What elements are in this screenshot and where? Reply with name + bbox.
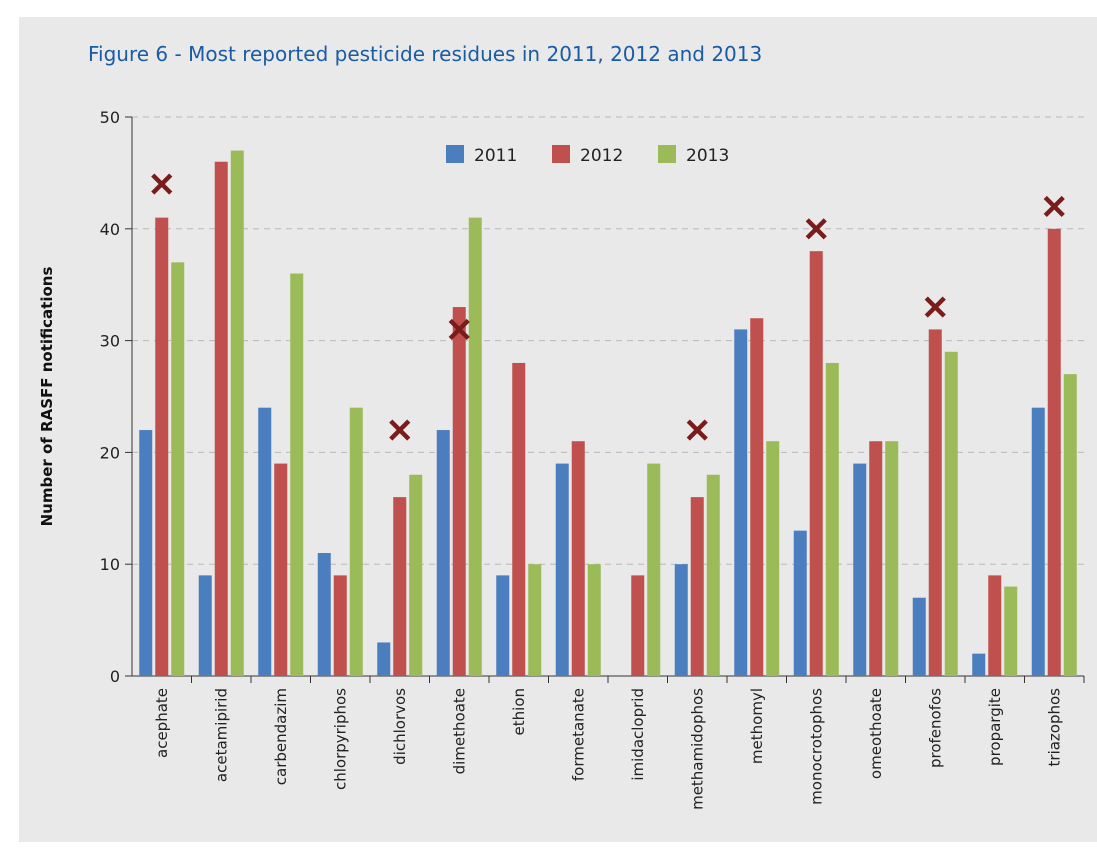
bar-2013-carbendazim (290, 273, 304, 676)
marker-x-methamidophos (686, 419, 708, 441)
bar-2012-omeothoate (869, 441, 883, 676)
bar-2012-carbendazim (274, 463, 288, 676)
bar-2013-imidacloprid (647, 463, 661, 676)
bar-2013-propargite (1004, 586, 1018, 676)
bar-2011-dichlorvos (377, 642, 391, 676)
x-tick-label: triazophos (1045, 688, 1063, 767)
bar-2011-propargite (972, 653, 986, 676)
bar-2013-dichlorvos (409, 474, 423, 676)
legend-swatch-2012 (552, 145, 570, 163)
x-tick-label: omeothoate (867, 688, 885, 779)
x-tick-label: methomyl (748, 688, 766, 764)
legend-label-2013: 2013 (686, 146, 729, 166)
x-tick-label: chlorpyriphos (331, 688, 349, 790)
x-tick-label: acetamipirid (212, 688, 230, 782)
bar-2013-monocrotophos (825, 362, 839, 676)
y-tick-label: 20 (100, 443, 120, 462)
x-tick-label: profenofos (926, 688, 944, 768)
bar-2013-methamidophos (706, 474, 720, 676)
x-tick-label: acephate (153, 688, 171, 758)
marker-x-monocrotophos (805, 218, 827, 240)
x-tick-label: methamidophos (688, 688, 706, 810)
bar-2012-chlorpyriphos (333, 575, 347, 676)
marker-x-triazophos (1043, 195, 1065, 218)
bar-2012-triazophos (1047, 228, 1061, 677)
legend-swatch-2011 (446, 145, 464, 163)
bar-2011-methamidophos (674, 564, 688, 676)
bar-2013-triazophos (1063, 374, 1077, 676)
bar-2013-acephate (171, 262, 185, 676)
legend-label-2012: 2012 (580, 146, 623, 166)
bar-2012-profenofos (928, 329, 942, 676)
legend-swatch-2013 (658, 145, 676, 163)
bar-2012-formetanate (571, 441, 585, 676)
figure-title: Figure 6 - Most reported pesticide resid… (88, 42, 763, 66)
marker-x-acephate (151, 173, 173, 195)
marker-x-dimethoate (448, 318, 470, 341)
bar-2011-carbendazim (258, 407, 272, 676)
y-tick-label: 10 (100, 555, 120, 574)
bar-2012-acephate (155, 217, 169, 676)
bar-2013-acetamipirid (230, 150, 244, 677)
x-tick-label: dichlorvos (391, 688, 409, 765)
bar-2011-formetanate (555, 463, 569, 676)
bar-2013-formetanate (587, 564, 601, 676)
x-tick-label: propargite (986, 688, 1004, 766)
bar-2011-profenofos (912, 597, 926, 676)
bar-2012-ethion (512, 362, 526, 676)
bar-2011-methomyl (734, 329, 748, 676)
bar-2013-chlorpyriphos (349, 407, 363, 676)
bar-2012-imidacloprid (631, 575, 645, 676)
legend-label-2011: 2011 (474, 146, 517, 166)
bar-2012-propargite (988, 575, 1002, 676)
y-axis-label: Number of RASFF notifications (38, 267, 56, 527)
bar-2012-methamidophos (690, 497, 704, 676)
bar-2013-profenofos (944, 351, 958, 676)
bar-2011-omeothoate (853, 463, 867, 676)
marker-x-dichlorvos (389, 419, 411, 441)
x-tick-label: carbendazim (272, 688, 290, 785)
x-tick-label: formetanate (569, 688, 587, 781)
x-tick-label: ethion (510, 688, 528, 735)
bar-2012-dimethoate (452, 307, 466, 676)
y-tick-label: 50 (100, 108, 120, 127)
y-tick-label: 40 (100, 220, 120, 239)
bar-2012-dichlorvos (393, 497, 407, 676)
bar-2011-ethion (496, 575, 510, 676)
y-tick-label: 0 (110, 667, 120, 686)
bar-2012-methomyl (750, 318, 764, 676)
bar-2013-ethion (528, 564, 542, 676)
bar-2011-dimethoate (436, 430, 450, 676)
x-tick-label: imidacloprid (629, 688, 647, 781)
bar-2013-dimethoate (468, 217, 482, 676)
bar-2012-acetamipirid (214, 161, 228, 677)
y-tick-label: 30 (100, 332, 120, 351)
marker-x-profenofos (924, 296, 946, 318)
bar-2012-monocrotophos (809, 251, 823, 676)
x-tick-label: monocrotophos (807, 688, 825, 805)
bar-2013-omeothoate (885, 441, 899, 676)
bar-2013-methomyl (766, 441, 780, 676)
bar-2011-acephate (139, 430, 153, 676)
bar-2011-monocrotophos (793, 530, 807, 676)
bar-2011-chlorpyriphos (317, 553, 331, 676)
bar-2011-triazophos (1031, 407, 1045, 676)
x-tick-label: dimethoate (450, 688, 468, 774)
bar-2011-acetamipirid (198, 575, 212, 676)
